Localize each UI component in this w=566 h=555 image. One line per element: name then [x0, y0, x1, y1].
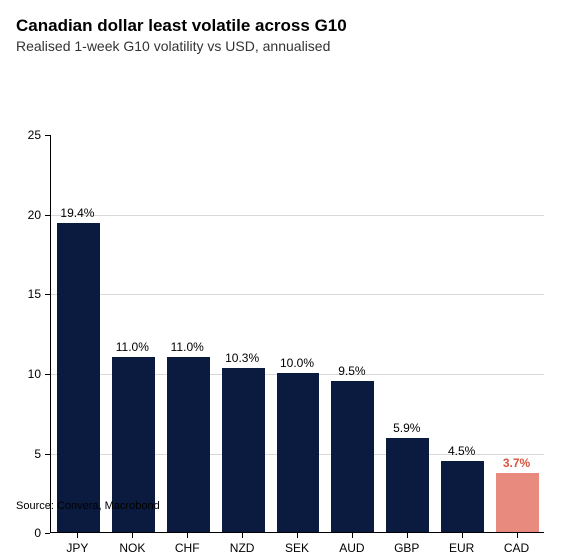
bar-value-label: 9.5% — [338, 364, 365, 378]
bar-value-label: 4.5% — [448, 444, 475, 458]
y-axis-label: 20 — [16, 208, 41, 222]
x-tick — [517, 533, 518, 538]
x-axis-label: AUD — [339, 541, 364, 555]
x-axis-label: NOK — [119, 541, 145, 555]
x-tick — [407, 533, 408, 538]
y-tick — [45, 454, 50, 455]
x-tick — [132, 533, 133, 538]
x-axis-label: EUR — [449, 541, 474, 555]
bar-value-label: 10.0% — [280, 356, 314, 370]
x-axis-label: NZD — [230, 541, 255, 555]
y-tick — [45, 294, 50, 295]
x-tick — [352, 533, 353, 538]
y-axis-label: 5 — [16, 447, 41, 461]
x-tick — [77, 533, 78, 538]
bar-value-label: 10.3% — [225, 351, 259, 365]
bar — [386, 438, 429, 532]
chart-container: Canadian dollar least volatile across G1… — [0, 0, 566, 529]
chart-title: Canadian dollar least volatile across G1… — [16, 16, 550, 36]
y-tick — [45, 533, 50, 534]
bar-value-label: 11.0% — [171, 340, 204, 354]
bar — [441, 461, 484, 533]
bar — [496, 473, 539, 532]
x-axis-label: CHF — [175, 541, 200, 555]
chart-subtitle: Realised 1-week G10 volatility vs USD, a… — [16, 38, 550, 55]
y-axis-label: 10 — [16, 367, 41, 381]
bar-value-label: 5.9% — [393, 421, 420, 435]
bar-value-label: 3.7% — [503, 456, 530, 470]
x-axis-label: CAD — [504, 541, 529, 555]
bar-value-label: 11.0% — [116, 340, 149, 354]
bar — [57, 223, 100, 532]
plot-area — [50, 135, 544, 533]
x-tick — [187, 533, 188, 538]
y-axis-label: 0 — [16, 526, 41, 540]
x-axis-label: JPY — [66, 541, 88, 555]
y-tick — [45, 135, 50, 136]
bar — [277, 373, 320, 532]
y-axis-label: 25 — [16, 128, 41, 142]
bar — [331, 381, 374, 532]
y-tick — [45, 374, 50, 375]
x-tick — [462, 533, 463, 538]
y-tick — [45, 215, 50, 216]
grid-line — [51, 294, 544, 295]
x-axis-label: GBP — [394, 541, 419, 555]
grid-line — [51, 215, 544, 216]
y-axis-label: 15 — [16, 287, 41, 301]
bar-value-label: 19.4% — [60, 206, 94, 220]
bar — [222, 368, 265, 532]
bar — [167, 357, 210, 532]
x-tick — [242, 533, 243, 538]
x-axis-label: SEK — [285, 541, 309, 555]
source-text: Source: Convera, Macrobond — [16, 500, 160, 512]
x-tick — [297, 533, 298, 538]
